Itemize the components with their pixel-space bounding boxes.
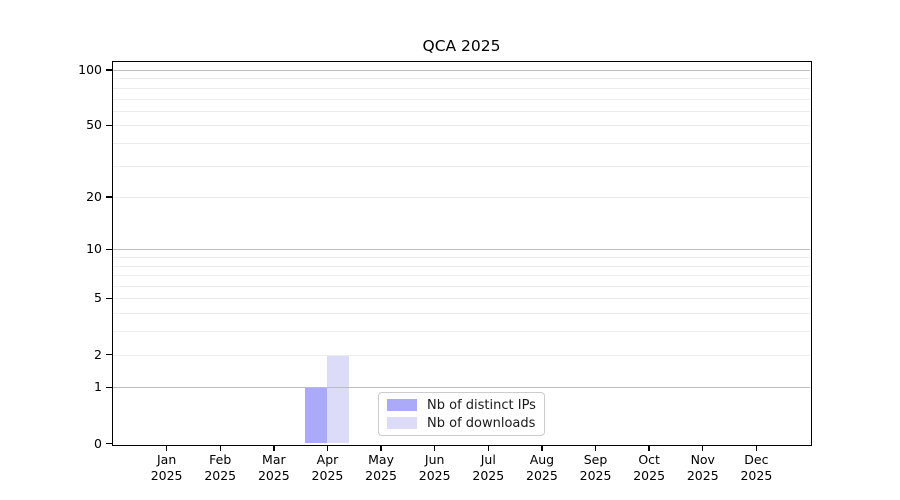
x-tick-month: May (368, 452, 394, 467)
y-tick-mark (106, 69, 112, 71)
x-tick-label: Sep 2025 (551, 452, 641, 483)
x-tick-label: Apr 2025 (282, 452, 372, 483)
minor-gridline (113, 257, 810, 259)
x-tick-month: Jun (424, 452, 445, 467)
minor-gridline (113, 87, 810, 89)
x-tick-label: Oct 2025 (604, 452, 694, 483)
x-tick-mark (326, 444, 329, 451)
major-gridline (113, 387, 810, 389)
x-tick-year: 2025 (150, 467, 183, 483)
minor-gridline (113, 165, 810, 167)
x-tick-mark (702, 444, 704, 451)
x-tick-label: Feb 2025 (175, 452, 265, 483)
minor-gridline (113, 197, 810, 199)
chart-title: QCA 2025 (422, 37, 501, 55)
plot-area (113, 62, 810, 444)
x-tick-year: 2025 (579, 467, 612, 483)
minor-gridline (113, 98, 810, 100)
x-tick-year: 2025 (633, 467, 666, 483)
legend-swatch (387, 399, 417, 411)
minor-gridline (113, 313, 810, 315)
minor-gridline (113, 275, 810, 277)
legend-item: Nb of distinct IPs (387, 398, 536, 413)
x-tick-label: May 2025 (336, 452, 426, 483)
y-tick-label: 100 (78, 61, 102, 77)
y-tick-label: 0 (94, 435, 102, 451)
x-tick-label: Dec 2025 (711, 452, 801, 483)
x-tick-month: Nov (690, 452, 715, 467)
y-tick-label: 10 (86, 241, 102, 257)
x-tick-month: Feb (209, 452, 232, 467)
major-gridline (113, 69, 810, 71)
x-tick-mark (165, 444, 168, 451)
x-tick-month: Mar (262, 452, 286, 467)
legend-label: Nb of distinct IPs (427, 397, 536, 413)
x-tick-year: 2025 (472, 467, 505, 483)
bar-nb-of-downloads (327, 354, 350, 444)
x-tick-mark (755, 444, 758, 451)
minor-gridline (113, 265, 810, 267)
x-tick-label: Mar 2025 (229, 452, 319, 483)
x-tick-mark (541, 444, 543, 451)
minor-gridline (113, 286, 810, 288)
x-tick-year: 2025 (526, 467, 558, 483)
x-tick-month: Apr (316, 452, 339, 467)
x-tick-year: 2025 (686, 467, 719, 483)
legend-item: Nb of downloads (387, 416, 536, 431)
y-tick-mark (106, 297, 112, 300)
x-tick-mark (594, 444, 597, 451)
y-tick-mark (106, 442, 112, 445)
y-tick-label: 5 (94, 290, 102, 306)
x-tick-month: Sep (583, 452, 608, 467)
y-tick-mark (106, 248, 112, 251)
x-tick-mark (273, 444, 275, 451)
legend: Nb of distinct IPs Nb of downloads (378, 392, 545, 436)
x-tick-label: Aug 2025 (497, 452, 587, 483)
x-tick-label: Jun 2025 (390, 452, 480, 483)
x-tick-month: Aug (529, 452, 555, 467)
x-tick-year: 2025 (740, 467, 773, 483)
x-tick-year: 2025 (418, 467, 451, 483)
minor-gridline (113, 331, 810, 333)
x-tick-mark (380, 444, 382, 451)
x-tick-mark (648, 444, 650, 451)
x-tick-month: Jan (156, 452, 177, 467)
minor-gridline (113, 125, 810, 127)
x-tick-year: 2025 (365, 467, 397, 483)
y-tick-label: 20 (86, 189, 102, 205)
legend-swatch (387, 417, 417, 429)
y-tick-label: 1 (94, 379, 102, 395)
x-tick-mark (219, 444, 221, 451)
minor-gridline (113, 110, 810, 112)
legend-label: Nb of downloads (427, 415, 536, 431)
y-tick-mark (106, 386, 112, 389)
major-gridline (113, 249, 810, 251)
x-tick-year: 2025 (311, 467, 344, 483)
bar-nb-of-distinct-ips (305, 387, 328, 444)
x-tick-month: Dec (744, 452, 769, 467)
x-tick-year: 2025 (204, 467, 237, 483)
minor-gridline (113, 78, 810, 80)
minor-gridline (113, 354, 810, 356)
x-tick-mark (487, 444, 489, 451)
y-tick-mark (106, 124, 112, 126)
x-tick-year: 2025 (257, 467, 290, 483)
x-tick-month: Oct (638, 452, 660, 467)
y-tick-label: 50 (86, 117, 102, 133)
x-tick-label: Nov 2025 (658, 452, 748, 483)
x-tick-mark (433, 444, 436, 451)
y-tick-label: 2 (94, 346, 102, 362)
minor-gridline (113, 142, 810, 144)
y-tick-mark (106, 353, 112, 356)
x-tick-month: Jul (480, 452, 496, 467)
x-tick-label: Jul 2025 (443, 452, 533, 483)
y-tick-mark (106, 196, 112, 198)
minor-gridline (113, 298, 810, 300)
x-tick-label: Jan 2025 (122, 452, 212, 483)
